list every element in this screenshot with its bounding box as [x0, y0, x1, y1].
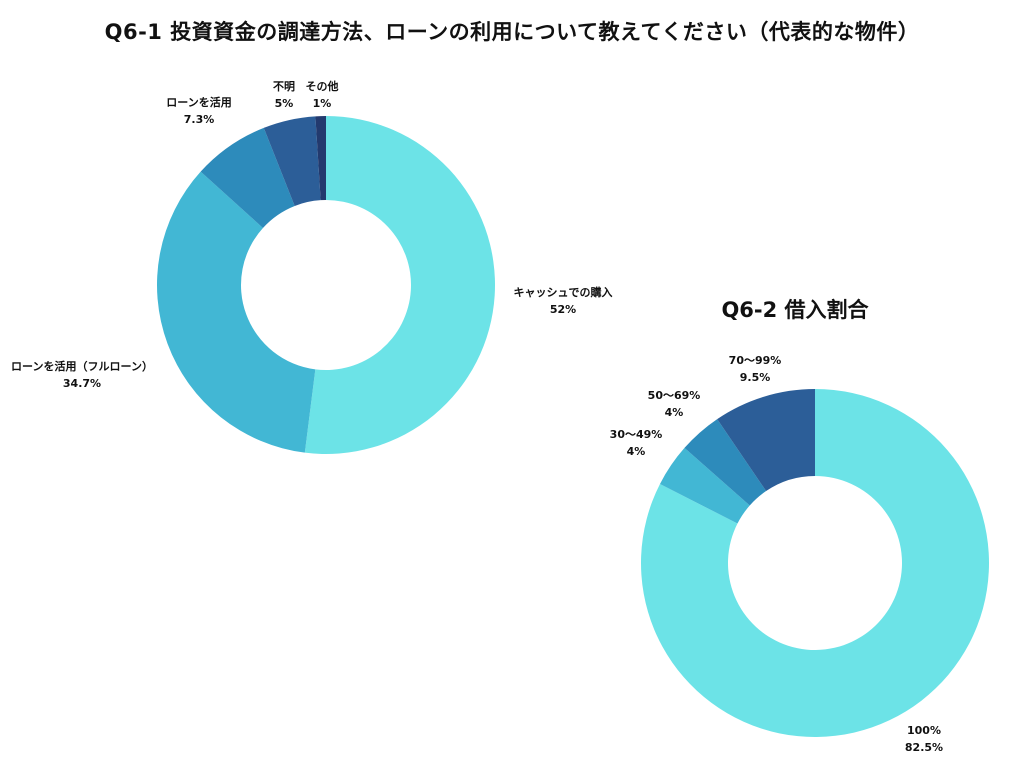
- chart2-slice-0: [640, 389, 989, 737]
- chart1-slice-2: [200, 127, 295, 228]
- chart1-slice-4: [315, 116, 326, 201]
- chart2-slice-value-2: 4%: [665, 406, 684, 419]
- chart1-slice-label-4: その他: [306, 79, 339, 93]
- chart1-slice-label-0: キャッシュでの購入: [514, 285, 613, 299]
- chart2-slice-2: [684, 419, 767, 506]
- chart2-slice-1: [659, 447, 750, 524]
- chart2-slice-label-2: 50〜69%: [648, 389, 701, 402]
- chart2-slice-3: [717, 389, 815, 492]
- chart1-slice-value-0: 52%: [550, 303, 576, 316]
- donut-chart-borrowing-ratio: 100%82.5%30〜49%4%50〜69%4%70〜99%9.5%: [610, 354, 989, 754]
- chart2-slice-value-0: 82.5%: [905, 741, 943, 754]
- donut-chart-funding-method: キャッシュでの購入 52% ローンを活用（フルローン） 34.7% ローンを活用 7.3%…: [11, 79, 613, 454]
- chart1-title: Q6-1 投資資金の調達方法、ローンの利用について教えてください（代表的な物件）: [104, 20, 920, 44]
- chart1-slice-value-1: 34.7%: [63, 377, 101, 390]
- chart1-slice-1: [157, 171, 316, 453]
- chart1-slice-label-3: 不明: [273, 80, 295, 93]
- chart1-slice-0: [304, 116, 495, 454]
- chart2-slice-label-3: 70〜99%: [729, 354, 782, 367]
- chart1-slice-label-1: ローンを活用（フルローン）: [11, 359, 153, 373]
- chart2-slice-value-1: 4%: [627, 445, 646, 458]
- chart1-slice-value-3: 5%: [275, 97, 294, 110]
- chart1-slice-label-2: ローンを活用: [166, 95, 231, 109]
- chart2-title: Q6-2 借入割合: [721, 298, 869, 322]
- chart1-slice-3: [263, 116, 321, 206]
- chart2-slice-label-0: 100%: [907, 724, 941, 737]
- chart2-slice-label-1: 30〜49%: [610, 428, 663, 441]
- chart1-slice-value-4: 1%: [313, 97, 332, 110]
- chart2-slice-value-3: 9.5%: [740, 371, 771, 384]
- chart1-slice-value-2: 7.3%: [184, 113, 215, 126]
